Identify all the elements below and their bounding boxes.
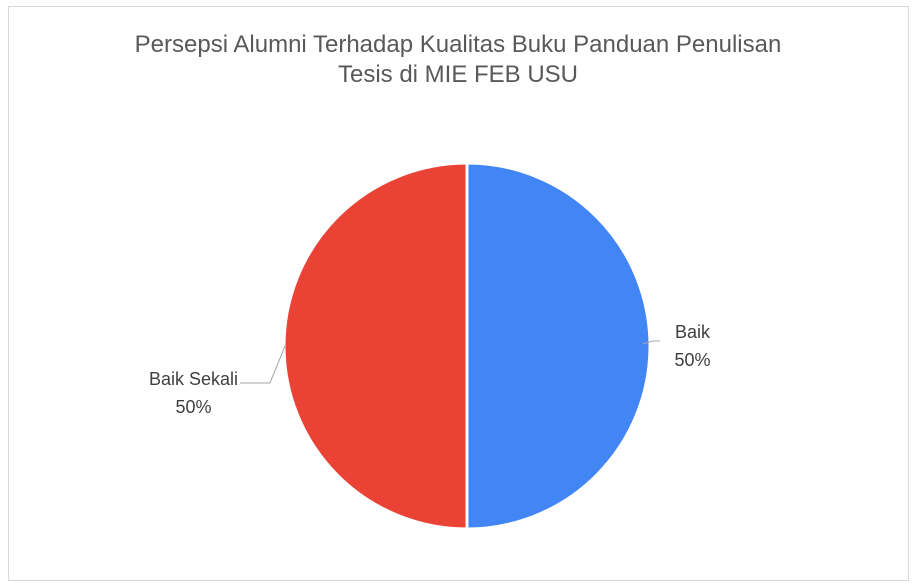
leader-line: [240, 345, 286, 384]
chart-title: Persepsi Alumni Terhadap Kualitas Buku P…: [134, 31, 782, 88]
data-label-name: Baik: [675, 322, 711, 342]
chart-frame: [8, 6, 909, 581]
leader-line: [642, 340, 660, 345]
data-label-value: 50%: [175, 397, 211, 417]
pie-slice: [465, 161, 652, 531]
pie-slice: [282, 161, 469, 531]
data-label-name: Baik Sekali: [149, 369, 238, 389]
data-label-value: 50%: [674, 350, 710, 370]
